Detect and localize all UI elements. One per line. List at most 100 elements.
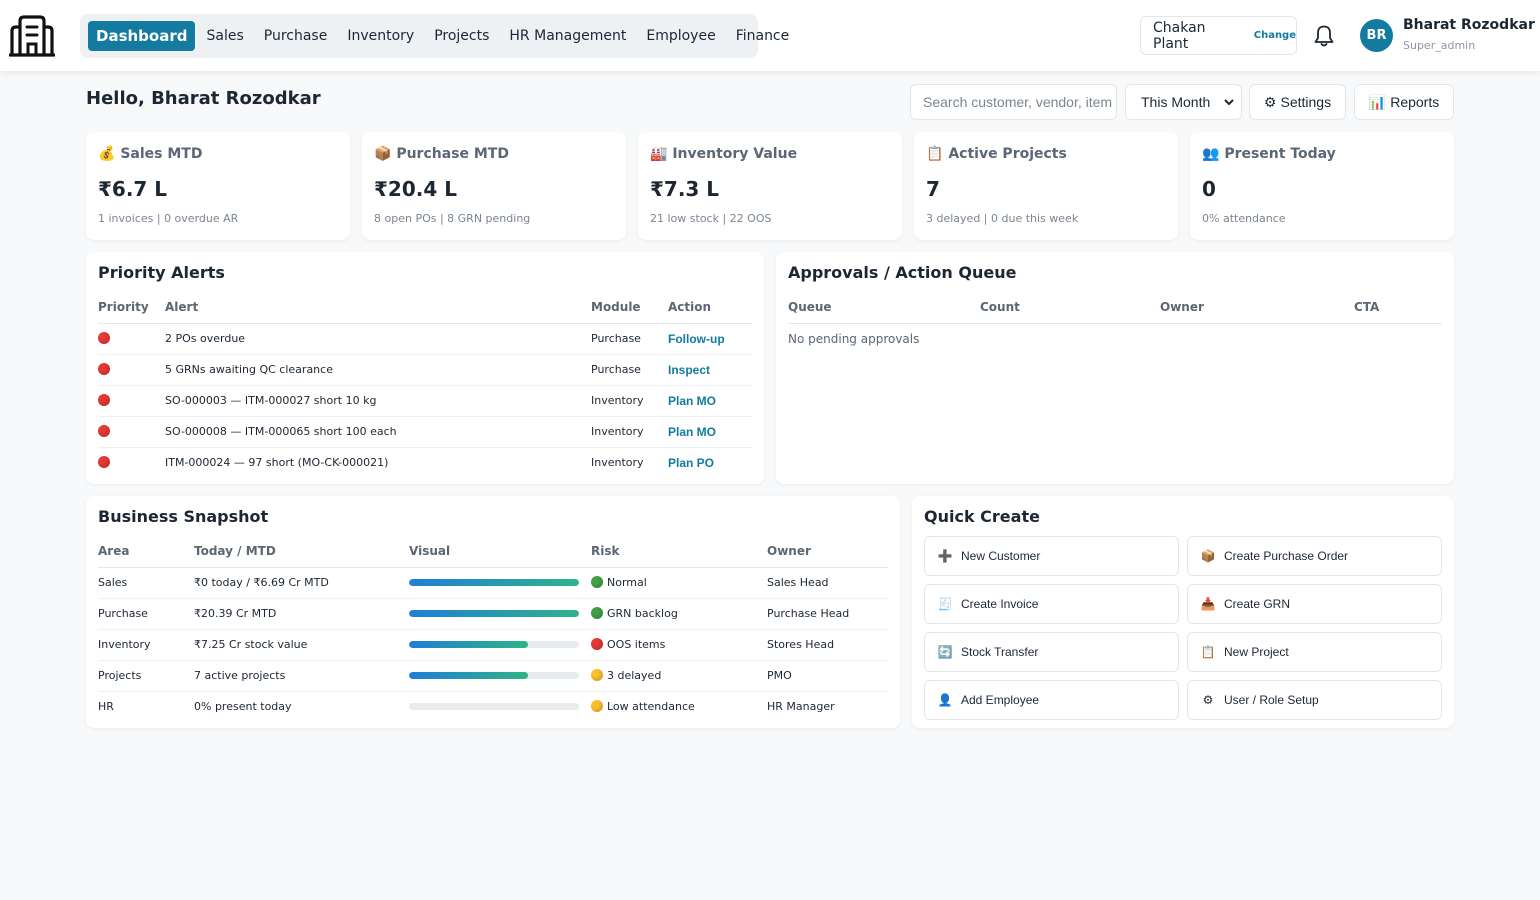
people-icon: 👥 (1202, 146, 1220, 162)
reports-label: Reports (1390, 94, 1440, 110)
money-bag-icon: 💰 (98, 146, 116, 162)
column-header: Action (668, 291, 752, 324)
kpi-subtext: 3 delayed | 0 due this week (926, 212, 1079, 225)
add-employee-button[interactable]: 👤 Add Employee (924, 680, 1179, 720)
button-label: Create Invoice (961, 597, 1039, 611)
alert-text: SO-000003 — ITM-000027 short 10 kg (165, 385, 591, 417)
risk-green-icon (591, 576, 603, 588)
table-row: Purchase ₹20.39 Cr MTD GRN backlog Purch… (98, 598, 888, 630)
table-row: Projects 7 active projects 3 delayed PMO (98, 660, 888, 692)
alert-action-link[interactable]: Plan MO (668, 424, 717, 439)
package-icon: 📦 (374, 146, 392, 162)
snapshot-progress-bar (409, 579, 579, 586)
receipt-icon: 🧾 (937, 597, 953, 611)
alert-action-link[interactable]: Plan PO (668, 455, 715, 470)
plus-icon: ➕ (937, 549, 953, 563)
new-customer-button[interactable]: ➕ New Customer (924, 536, 1179, 576)
priority-high-icon (98, 456, 110, 469)
priority-high-icon (98, 394, 110, 406)
alert-module: Inventory (591, 456, 644, 470)
snapshot-progress-bar (409, 703, 579, 711)
risk-label: Low attendance (607, 700, 695, 714)
nav-projects[interactable]: Projects (434, 28, 490, 44)
create-invoice-button[interactable]: 🧾 Create Invoice (924, 584, 1179, 624)
table-row: SO-000003 — ITM-000027 short 10 kg Inven… (98, 385, 752, 417)
reports-button[interactable]: 📊 Reports (1354, 84, 1454, 120)
column-header: Today / MTD (194, 535, 409, 568)
kpi-card-inventory[interactable]: 🏭 Inventory Value ₹7.3 L 21 low stock | … (638, 132, 902, 240)
change-plant-button[interactable]: Change (1253, 30, 1296, 41)
risk-green-icon (591, 607, 603, 619)
column-header: Area (98, 535, 194, 568)
priority-high-icon (98, 332, 110, 344)
main-nav: Dashboard Sales Purchase Inventory Proje… (80, 14, 789, 58)
clipboard-icon: 📋 (1200, 645, 1216, 659)
period-select[interactable]: This Month (1125, 84, 1242, 120)
bar-chart-icon: 📊 (1368, 93, 1387, 110)
plant-name: Chakan Plant (1153, 19, 1206, 52)
column-header: Visual (409, 535, 591, 568)
column-header: CTA (1354, 291, 1442, 324)
stock-transfer-button[interactable]: 🔄 Stock Transfer (924, 632, 1179, 672)
snapshot-value: ₹20.39 Cr MTD (194, 598, 409, 630)
gear-icon: ⚙ (1202, 693, 1214, 707)
snapshot-value: ₹7.25 Cr stock value (194, 629, 409, 661)
nav-dashboard[interactable]: Dashboard (88, 21, 196, 51)
alert-module: Inventory (591, 416, 668, 448)
snapshot-owner: HR Manager (767, 700, 835, 714)
button-label: New Customer (961, 549, 1041, 563)
nav-finance[interactable]: Finance (735, 28, 790, 44)
create-grn-button[interactable]: 📥 Create GRN (1187, 584, 1442, 624)
button-label: Stock Transfer (961, 645, 1039, 659)
alerts-table: Priority Alert Module Action 2 POs overd… (98, 291, 752, 478)
create-purchase-order-button[interactable]: 📦 Create Purchase Order (1187, 536, 1442, 576)
settings-button[interactable]: ⚙ Settings (1249, 84, 1346, 120)
kpi-card-projects[interactable]: 📋 Active Projects 7 3 delayed | 0 due th… (914, 132, 1178, 240)
clipboard-icon: 📋 (926, 146, 944, 162)
progress-fill (409, 610, 579, 617)
new-project-button[interactable]: 📋 New Project (1187, 632, 1442, 672)
priority-alerts-panel: Priority Alerts Priority Alert Module Ac… (86, 252, 764, 484)
alert-action-link[interactable]: Plan MO (668, 393, 717, 408)
snapshot-progress-bar (409, 610, 579, 617)
user-role-setup-button[interactable]: ⚙ User / Role Setup (1187, 680, 1442, 720)
column-header: Count (980, 291, 1160, 324)
building-logo-icon[interactable] (9, 15, 55, 57)
bell-icon[interactable] (1313, 24, 1335, 48)
kpi-card-purchase[interactable]: 📦 Purchase MTD ₹20.4 L 8 open POs | 8 GR… (362, 132, 626, 240)
kpi-card-sales[interactable]: 💰 Sales MTD ₹6.7 L 1 invoices | 0 overdu… (86, 132, 350, 240)
kpi-subtext: 8 open POs | 8 GRN pending (374, 212, 531, 225)
package-icon: 📦 (1200, 549, 1216, 563)
kpi-title: Active Projects (948, 146, 1067, 162)
person-icon: 👤 (937, 693, 953, 707)
kpi-title: Inventory Value (672, 146, 798, 162)
user-name: Bharat Rozodkar (1403, 17, 1535, 33)
kpi-title: Present Today (1224, 146, 1336, 162)
search-input[interactable] (910, 84, 1117, 120)
gear-icon: ⚙ (1263, 93, 1277, 110)
snapshot-owner: PMO (767, 660, 888, 692)
nav-inventory[interactable]: Inventory (347, 28, 415, 44)
nav-purchase[interactable]: Purchase (263, 28, 328, 44)
alert-text: SO-000008 — ITM-000065 short 100 each (165, 416, 591, 448)
nav-sales[interactable]: Sales (206, 28, 244, 44)
nav-hr-management[interactable]: HR Management (509, 28, 627, 44)
risk-label: 3 delayed (607, 669, 662, 682)
alert-module: Purchase (591, 323, 668, 355)
avatar[interactable]: BR (1360, 19, 1393, 52)
button-label: Add Employee (961, 693, 1040, 707)
risk-label: OOS items (607, 638, 666, 651)
priority-high-icon (98, 425, 110, 437)
snapshot-value: 7 active projects (194, 660, 409, 692)
snapshot-progress-bar (409, 672, 579, 679)
progress-fill (409, 579, 579, 586)
kpi-card-attendance[interactable]: 👥 Present Today 0 0% attendance (1190, 132, 1454, 240)
snapshot-owner: Sales Head (767, 567, 888, 599)
column-header: Risk (591, 535, 767, 568)
column-header: Queue (788, 291, 980, 324)
snapshot-owner: Stores Head (767, 629, 888, 661)
nav-employee[interactable]: Employee (646, 28, 716, 44)
alert-action-link[interactable]: Follow-up (668, 331, 725, 346)
alert-action-link[interactable]: Inspect (668, 362, 711, 377)
inbox-tray-icon: 📥 (1200, 597, 1216, 611)
